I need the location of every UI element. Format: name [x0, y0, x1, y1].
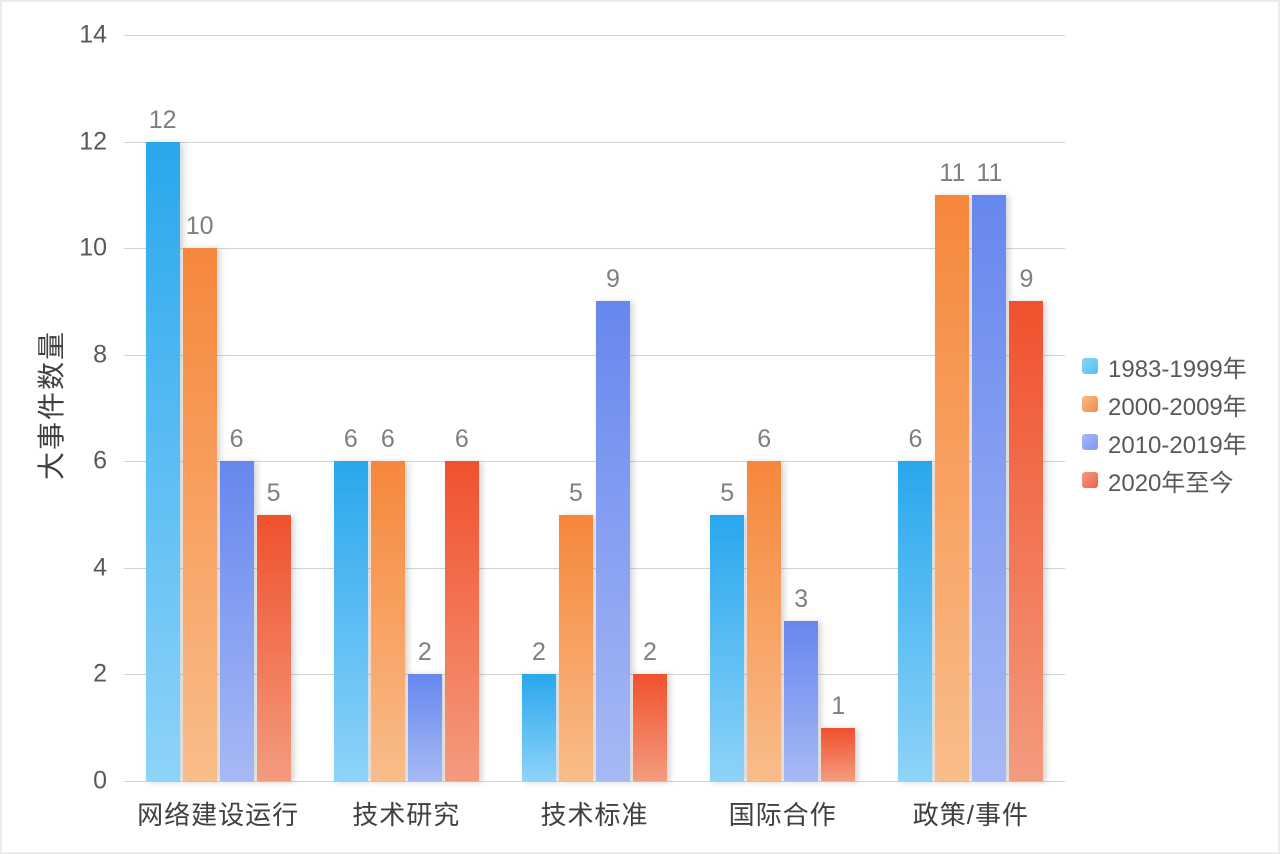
legend-label: 2010-2019年: [1108, 431, 1247, 459]
bar-value-label: 10: [185, 212, 214, 241]
bar: 6: [219, 425, 254, 781]
x-category-label: 技术标准: [540, 800, 649, 830]
bar: 6: [747, 425, 782, 781]
bar-value-label: 3: [794, 585, 809, 614]
bar-group: 2 5 9 2: [500, 35, 688, 781]
bar: 6: [370, 425, 405, 781]
bar-value-label: 11: [939, 158, 966, 187]
bar: 2: [632, 638, 667, 781]
bar: 12: [145, 106, 180, 781]
bar-value-label: 6: [454, 425, 469, 454]
gridline: [124, 35, 1065, 36]
bar: 2: [521, 638, 556, 781]
bar: 5: [710, 479, 745, 781]
y-tick-label: 8: [93, 340, 107, 369]
bar: 1: [821, 692, 856, 781]
bar-value-label: 2: [532, 638, 546, 667]
legend-label: 2000-2009年: [1108, 393, 1247, 421]
bar-value-label: 6: [908, 425, 923, 454]
y-tick-label: 6: [93, 446, 107, 475]
bar-value-label: 9: [1019, 265, 1034, 294]
legend-item: 2020年至今: [1082, 461, 1247, 499]
y-tick-label: 2: [93, 659, 107, 688]
bar-value-label: 1: [831, 691, 846, 720]
bar: 3: [784, 585, 819, 781]
bar-value-label: 9: [606, 265, 620, 294]
bar: 10: [182, 212, 217, 781]
x-category-label: 技术研究: [352, 800, 461, 830]
gridline: [124, 248, 1065, 250]
y-tick-label: 10: [79, 233, 107, 262]
y-tick-label: 0: [93, 766, 107, 795]
bar: 9: [595, 265, 630, 781]
bar-value-label: 5: [266, 478, 281, 507]
bar-value-label: 6: [757, 425, 772, 454]
gridline: [124, 461, 1065, 463]
gridline: [124, 674, 1065, 676]
bar: 6: [898, 425, 933, 781]
legend-item: 2000-2009年: [1082, 385, 1247, 423]
bar: 5: [558, 479, 593, 781]
x-category-label: 网络建设运行: [137, 800, 300, 830]
bar-value-label: 2: [643, 638, 657, 667]
bar: 11: [935, 159, 970, 781]
bar-value-label: 12: [148, 105, 177, 134]
gridline: [124, 141, 1065, 143]
x-category-label: 政策/事件: [912, 800, 1029, 830]
bar-value-label: 6: [229, 425, 244, 454]
gridline: [124, 354, 1065, 356]
legend-swatch: [1082, 434, 1098, 450]
x-category-label: 国际合作: [728, 800, 837, 830]
bar-value-label: 11: [976, 158, 1003, 187]
legend-item: 2010-2019年: [1082, 423, 1247, 461]
y-tick-label: 12: [79, 127, 107, 156]
bar-group: 6 11 11 9: [877, 35, 1065, 781]
bar-value-label: 5: [720, 478, 735, 507]
legend-label: 1983-1999年: [1108, 355, 1247, 383]
bar: 11: [972, 159, 1007, 781]
bar-value-label: 6: [343, 425, 358, 454]
gridline: [124, 567, 1065, 569]
bar-value-label: 6: [380, 425, 395, 454]
legend-label: 2020年至今: [1108, 469, 1234, 497]
bar-group: 12 10 6 5: [124, 35, 312, 781]
legend-swatch: [1082, 396, 1098, 412]
legend: 1983-1999年 2000-2009年 2010-2019年 2020年至今: [1082, 347, 1247, 499]
bar: 2: [407, 638, 442, 781]
bar-value-label: 5: [569, 478, 583, 507]
bar-value-label: 2: [417, 638, 432, 667]
legend-swatch: [1082, 358, 1098, 374]
y-tick-label: 14: [79, 20, 107, 49]
y-tick-label: 4: [93, 553, 107, 582]
bar: 6: [333, 425, 368, 781]
bar: 5: [256, 479, 291, 781]
bar: 6: [444, 425, 479, 781]
bar: 9: [1009, 265, 1044, 781]
gridline: [124, 781, 1065, 782]
legend-item: 1983-1999年: [1082, 347, 1247, 385]
legend-swatch: [1082, 472, 1098, 488]
